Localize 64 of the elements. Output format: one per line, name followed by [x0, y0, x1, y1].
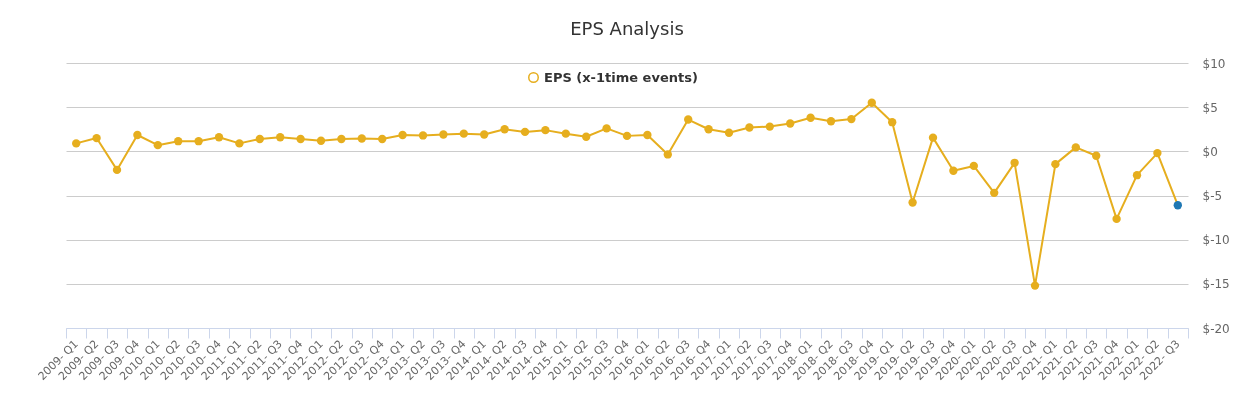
- point: [928, 133, 938, 142]
- point: [786, 119, 795, 128]
- y-tick-label: $5: [1202, 100, 1218, 115]
- y-tick-label: $-20: [1202, 321, 1230, 336]
- point: [92, 133, 101, 143]
- point: [418, 131, 428, 140]
- point: [1112, 214, 1121, 224]
- point: [194, 137, 203, 146]
- point: [663, 150, 672, 159]
- point: [561, 129, 570, 138]
- point: [439, 130, 448, 139]
- point: [990, 188, 999, 198]
- point: [398, 130, 407, 140]
- point: [520, 127, 530, 137]
- point: [337, 134, 346, 144]
- point: [602, 124, 611, 133]
- point: [480, 130, 489, 139]
- point: [112, 165, 122, 175]
- point: [969, 161, 978, 171]
- point: [643, 130, 652, 140]
- point: [255, 134, 264, 144]
- point: [1030, 281, 1040, 290]
- point: [704, 125, 713, 134]
- point: [214, 133, 224, 142]
- y-tick-label: $0: [1202, 144, 1218, 159]
- point: [745, 123, 754, 132]
- point: [1071, 143, 1080, 152]
- point: [826, 117, 836, 126]
- point: [949, 166, 958, 175]
- point: [847, 114, 856, 124]
- point: [867, 98, 876, 107]
- point: [500, 125, 509, 134]
- point: [153, 140, 162, 150]
- point: [1010, 158, 1019, 167]
- point: [459, 129, 468, 138]
- point: [622, 131, 632, 141]
- point: [378, 134, 387, 144]
- point: [1173, 201, 1182, 210]
- point: [316, 136, 326, 145]
- point: [72, 139, 81, 148]
- point: [235, 139, 244, 148]
- y-tick-label: $-15: [1202, 277, 1230, 292]
- point: [765, 122, 774, 131]
- point: [174, 137, 183, 146]
- point: [133, 130, 142, 140]
- point: [541, 125, 550, 135]
- point: [724, 128, 734, 137]
- chart-title: EPS Analysis: [570, 18, 684, 39]
- legend-label: EPS (x-1time events): [544, 69, 698, 85]
- point: [1051, 159, 1060, 169]
- point: [296, 134, 305, 144]
- y-tick-label: $-10: [1202, 233, 1230, 248]
- point: [806, 113, 815, 122]
- point: [276, 133, 285, 142]
- point: [357, 134, 366, 143]
- point: [1092, 151, 1101, 160]
- point: [908, 198, 917, 207]
- point: [684, 115, 693, 124]
- point: [582, 132, 591, 141]
- y-tick-label: $10: [1202, 56, 1226, 71]
- point: [888, 118, 897, 127]
- point: [1132, 171, 1142, 180]
- point: [1153, 148, 1162, 158]
- y-tick-label: $-5: [1202, 189, 1223, 203]
